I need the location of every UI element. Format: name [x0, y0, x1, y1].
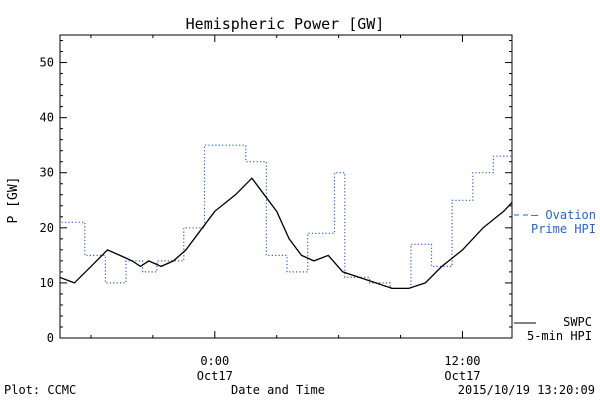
legend-swpc-label-line1: SWPC: [563, 315, 592, 329]
chart-title: Hemispheric Power [GW]: [186, 15, 385, 33]
x-tick-label-date: Oct17: [197, 369, 233, 383]
legend-ovation-label-line2: Prime HPI: [531, 222, 596, 236]
y-tick-label: 20: [40, 221, 54, 235]
y-tick-label: 0: [47, 331, 54, 345]
legend-swpc-label-line2: 5-min HPI: [527, 329, 592, 343]
y-tick-label: 30: [40, 166, 54, 180]
y-axis-label: P [GW]: [6, 177, 21, 224]
legend-ovation-label-line1: — Ovation: [531, 208, 596, 222]
y-tick-label: 40: [40, 111, 54, 125]
plot-frame: [59, 34, 513, 339]
x-tick-label-time: 0:00: [200, 354, 229, 368]
plot-area-border: [59, 34, 513, 339]
series-ovation-line: [60, 144, 512, 289]
y-axis: 0 10 20 30 40 50: [40, 40, 512, 345]
x-tick-label-date: Oct17: [444, 369, 480, 383]
x-axis-label: Date and Time: [231, 383, 325, 397]
plot-credit: Plot: CCMC: [4, 383, 76, 397]
series-layer: [60, 144, 512, 290]
plot-timestamp: 2015/10/19 13:20:09: [458, 383, 595, 397]
series-swpc-line: [60, 177, 512, 290]
x-axis: 0:00Oct1712:00Oct170:00Oct1812:00Oct180:…: [90, 35, 481, 383]
y-tick-label: 50: [40, 56, 54, 70]
y-tick-label: 10: [40, 276, 54, 290]
x-tick-label-time: 12:00: [444, 354, 480, 368]
